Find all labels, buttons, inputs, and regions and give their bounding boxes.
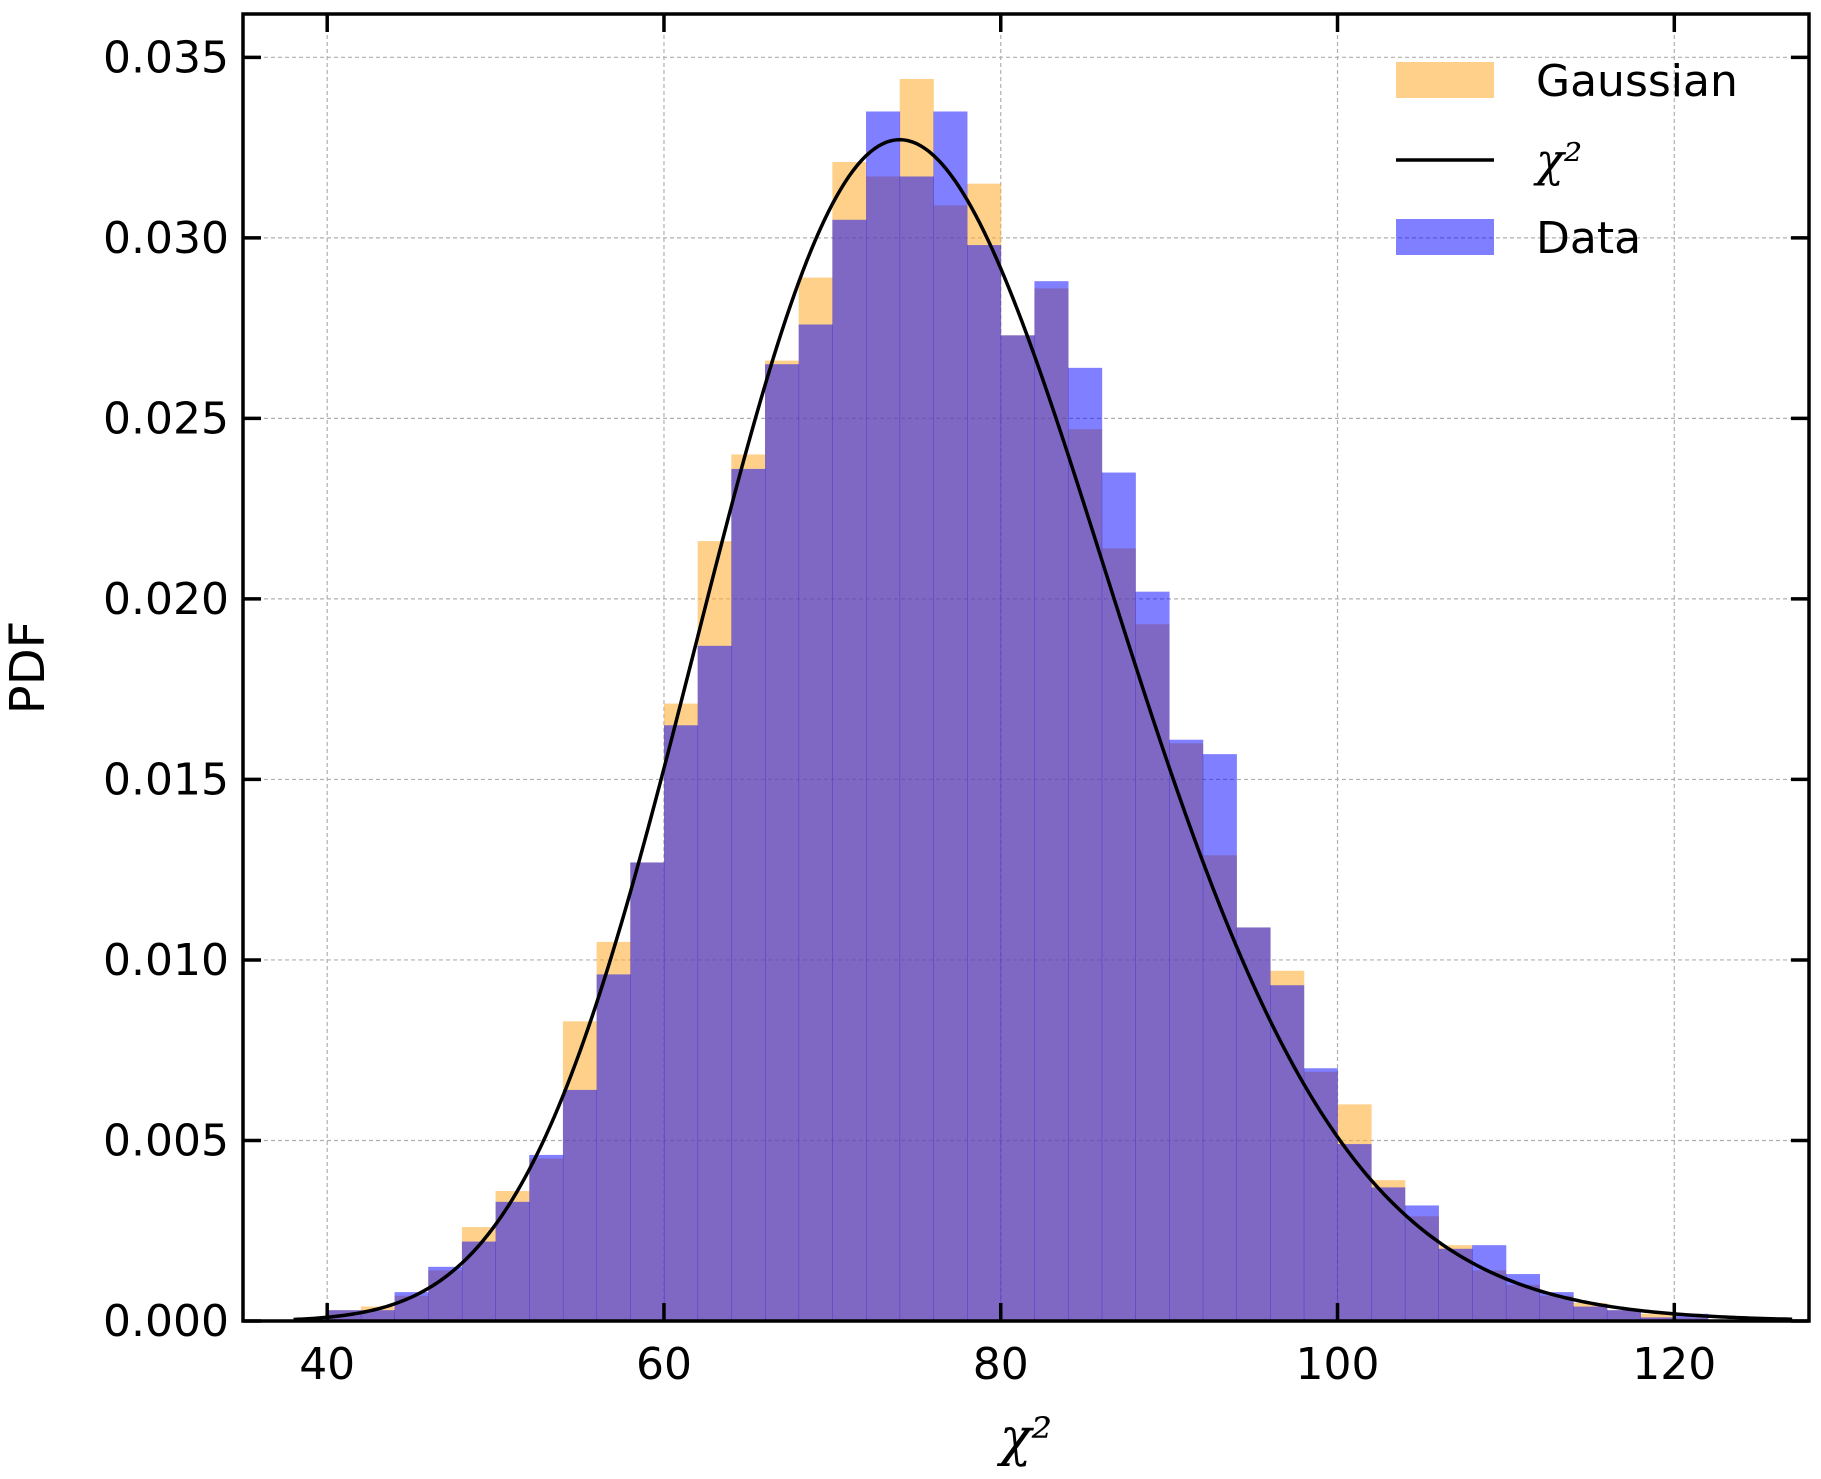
legend-label-gaussian: Gaussian [1536,56,1738,107]
bar-data [1202,754,1237,1321]
bar-data [1303,1068,1338,1321]
bar-data [1674,1313,1709,1321]
y-tick-label: 0.010 [103,935,229,986]
bar-data [562,1089,598,1321]
bar-data [1337,1144,1372,1321]
bar-data [899,176,934,1321]
bar-data [596,974,631,1321]
y-tick-label: 0.025 [103,393,229,444]
legend-swatch-data [1396,219,1494,255]
x-tick-label: 120 [1632,1339,1716,1390]
y-tick-label: 0.035 [103,32,229,83]
legend-label-data: Data [1536,213,1641,264]
bar-data [1371,1187,1406,1321]
axis-labels: χ² PDF [0,621,1052,1468]
bar-data [1270,985,1305,1321]
legend: Gaussian χ² Data [1396,56,1738,264]
bar-data [1000,335,1035,1322]
bar-data [933,111,968,1322]
bar-data [495,1201,530,1321]
bar-data [1236,927,1271,1321]
x-tick-label: 40 [299,1339,355,1390]
bar-data [529,1154,564,1321]
legend-label-chi2: χ² [1533,133,1582,187]
legend-swatch-gaussian [1396,62,1494,98]
x-axis-label-text: χ² [996,1408,1052,1468]
bar-data [967,245,1002,1322]
bar-data [1169,739,1204,1321]
x-tick-label: 100 [1296,1339,1380,1390]
bar-data [630,862,665,1321]
bar-data [1101,472,1136,1321]
bar-data [832,219,867,1321]
y-tick-label: 0.005 [103,1115,229,1166]
plot-frame [241,12,1811,1323]
y-tick-label: 0.030 [103,213,229,264]
chi2-curve [293,137,1793,1322]
bar-data [461,1241,496,1321]
bar-data [1034,281,1069,1322]
bar-data [1573,1306,1608,1321]
curve-layer [293,137,1793,1322]
bar-data [663,725,699,1321]
bars-layer [327,78,1709,1322]
bar-data [1068,367,1103,1321]
ticks-layer: 40 60 80 100 120 0.000 0.005 0.010 0.015 0.020 0.0… [103,14,1809,1390]
bar-data [1606,1310,1642,1321]
y-axis-label: PDF [0,621,56,715]
bar-data [731,468,766,1322]
bar-data [697,645,732,1321]
bar-data [1404,1205,1439,1321]
y-tick-label: 0.015 [103,754,229,805]
bar-data [1472,1245,1507,1321]
bar-data [360,1310,395,1321]
x-tick-label: 80 [973,1339,1029,1390]
bar-data [765,364,800,1321]
y-tick-label: 0.000 [103,1296,229,1347]
y-tick-label: 0.020 [103,574,229,625]
bar-data [798,324,833,1321]
x-axis-label: χ² [996,1408,1052,1468]
bar-data [1135,591,1170,1321]
x-tick-label: 60 [636,1339,692,1390]
bar-data [1640,1317,1675,1321]
bar-data [866,111,901,1322]
